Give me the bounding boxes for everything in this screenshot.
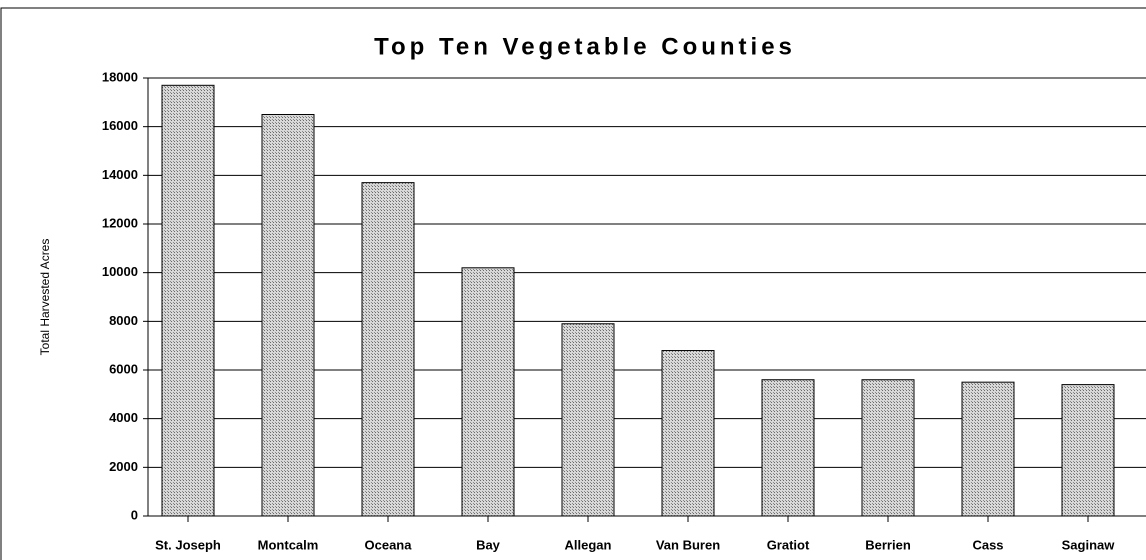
- bar: [461, 267, 515, 517]
- chart-frame: [0, 7, 1146, 560]
- bar: [561, 323, 615, 517]
- x-tick-label: Bay: [476, 537, 501, 552]
- bar: [261, 114, 315, 517]
- bar: [661, 350, 715, 517]
- y-tick-label: 10000: [102, 264, 138, 279]
- y-tick-label: 16000: [102, 118, 138, 133]
- y-tick-label: 18000: [102, 69, 138, 84]
- x-tick-label: Berrien: [865, 537, 911, 552]
- x-tick-label: Cass: [972, 537, 1003, 552]
- x-tick-label: St. Joseph: [155, 537, 221, 552]
- bar: [861, 379, 915, 517]
- bar: [161, 84, 215, 517]
- x-tick-label: Oceana: [365, 537, 413, 552]
- y-tick-label: 2000: [109, 459, 138, 474]
- x-tick-label: Gratiot: [767, 537, 810, 552]
- bar: [1061, 384, 1115, 517]
- y-tick-label: 12000: [102, 215, 138, 230]
- y-tick-label: 0: [131, 507, 138, 522]
- y-tick-label: 14000: [102, 167, 138, 182]
- x-tick-label: Montcalm: [258, 537, 319, 552]
- x-tick-label: Allegan: [565, 537, 612, 552]
- bar: [761, 379, 815, 517]
- y-tick-label: 4000: [109, 410, 138, 425]
- x-tick-label: Saginaw: [1062, 537, 1116, 552]
- y-axis-label: Total Harvested Acres: [38, 239, 52, 356]
- y-tick-label: 8000: [109, 313, 138, 328]
- x-tick-label: Van Buren: [656, 537, 720, 552]
- bar: [361, 182, 415, 517]
- y-tick-label: 6000: [109, 361, 138, 376]
- bar: [961, 381, 1015, 517]
- chart-title: Top Ten Vegetable Counties: [374, 33, 796, 60]
